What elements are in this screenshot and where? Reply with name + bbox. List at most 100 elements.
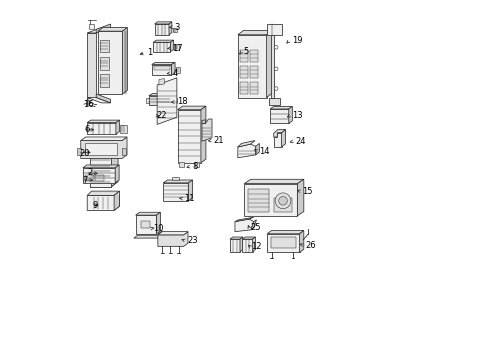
Polygon shape xyxy=(156,212,160,234)
Polygon shape xyxy=(170,94,173,105)
Polygon shape xyxy=(152,62,175,64)
Polygon shape xyxy=(87,195,120,211)
Bar xyxy=(153,66,170,69)
Polygon shape xyxy=(202,119,212,141)
Polygon shape xyxy=(202,120,205,123)
Polygon shape xyxy=(155,22,172,24)
Bar xyxy=(100,74,109,87)
Polygon shape xyxy=(270,107,293,109)
Polygon shape xyxy=(238,31,272,35)
Bar xyxy=(174,44,179,50)
Polygon shape xyxy=(83,165,119,168)
Bar xyxy=(230,239,240,252)
Polygon shape xyxy=(90,181,118,187)
Text: 9: 9 xyxy=(93,201,98,210)
Polygon shape xyxy=(177,106,206,110)
Bar xyxy=(250,66,258,78)
Text: 22: 22 xyxy=(156,111,167,120)
Polygon shape xyxy=(87,28,111,33)
Bar xyxy=(267,234,299,252)
Bar xyxy=(243,239,252,252)
Polygon shape xyxy=(172,62,175,75)
Text: 23: 23 xyxy=(188,237,198,246)
Polygon shape xyxy=(171,40,173,51)
Bar xyxy=(173,28,176,32)
Text: 12: 12 xyxy=(251,242,262,251)
Bar xyxy=(152,64,172,75)
Text: 13: 13 xyxy=(293,111,303,120)
Bar xyxy=(240,66,248,78)
Bar xyxy=(100,57,109,69)
Polygon shape xyxy=(256,143,259,155)
Polygon shape xyxy=(163,180,193,183)
Text: 25: 25 xyxy=(251,223,261,232)
Polygon shape xyxy=(267,24,282,35)
Bar xyxy=(136,215,156,234)
Polygon shape xyxy=(274,133,282,147)
Bar xyxy=(155,24,169,35)
Text: 1: 1 xyxy=(147,48,153,57)
Polygon shape xyxy=(111,149,118,187)
Polygon shape xyxy=(269,98,280,105)
Polygon shape xyxy=(282,130,286,147)
Bar xyxy=(120,125,126,133)
Polygon shape xyxy=(87,33,96,98)
Text: 6: 6 xyxy=(85,125,90,134)
Polygon shape xyxy=(149,94,173,96)
Text: 21: 21 xyxy=(214,136,224,145)
Polygon shape xyxy=(98,28,127,31)
Text: 14: 14 xyxy=(259,147,270,156)
Text: 11: 11 xyxy=(184,194,195,203)
Bar xyxy=(240,82,248,94)
Polygon shape xyxy=(271,35,274,98)
Polygon shape xyxy=(87,98,111,103)
Text: 3: 3 xyxy=(174,23,179,32)
Circle shape xyxy=(274,67,278,71)
Bar xyxy=(248,189,270,212)
Text: 15: 15 xyxy=(302,187,313,196)
Bar xyxy=(149,96,170,105)
Bar xyxy=(271,237,296,248)
Polygon shape xyxy=(267,230,304,234)
Bar xyxy=(96,175,104,181)
Polygon shape xyxy=(252,237,255,252)
Bar xyxy=(250,50,258,62)
Polygon shape xyxy=(274,130,286,137)
Polygon shape xyxy=(89,24,95,29)
Text: 17: 17 xyxy=(172,44,183,53)
Bar xyxy=(87,123,116,134)
Polygon shape xyxy=(122,148,125,155)
Polygon shape xyxy=(267,31,272,98)
Polygon shape xyxy=(159,78,164,85)
Polygon shape xyxy=(114,191,120,211)
Text: 4: 4 xyxy=(172,69,178,78)
Circle shape xyxy=(274,87,278,90)
Polygon shape xyxy=(157,78,177,125)
Polygon shape xyxy=(238,144,256,158)
Polygon shape xyxy=(243,237,255,239)
Text: 26: 26 xyxy=(305,241,316,250)
Polygon shape xyxy=(87,120,120,123)
Text: 5: 5 xyxy=(244,47,249,56)
Polygon shape xyxy=(81,137,127,158)
Bar xyxy=(163,183,188,201)
Polygon shape xyxy=(96,24,111,33)
Polygon shape xyxy=(96,94,111,103)
Text: 20: 20 xyxy=(79,149,90,158)
Polygon shape xyxy=(235,219,254,231)
Polygon shape xyxy=(235,217,254,222)
Text: 19: 19 xyxy=(292,36,302,45)
Polygon shape xyxy=(201,106,206,163)
Polygon shape xyxy=(115,165,119,183)
Circle shape xyxy=(279,197,287,205)
Polygon shape xyxy=(251,220,256,230)
Text: 8: 8 xyxy=(193,162,198,171)
Polygon shape xyxy=(153,40,173,42)
Text: 2: 2 xyxy=(87,168,93,177)
Polygon shape xyxy=(230,237,243,239)
Bar xyxy=(240,50,248,62)
Circle shape xyxy=(275,193,291,209)
Polygon shape xyxy=(116,120,120,134)
Bar xyxy=(153,42,171,51)
Polygon shape xyxy=(122,28,127,94)
